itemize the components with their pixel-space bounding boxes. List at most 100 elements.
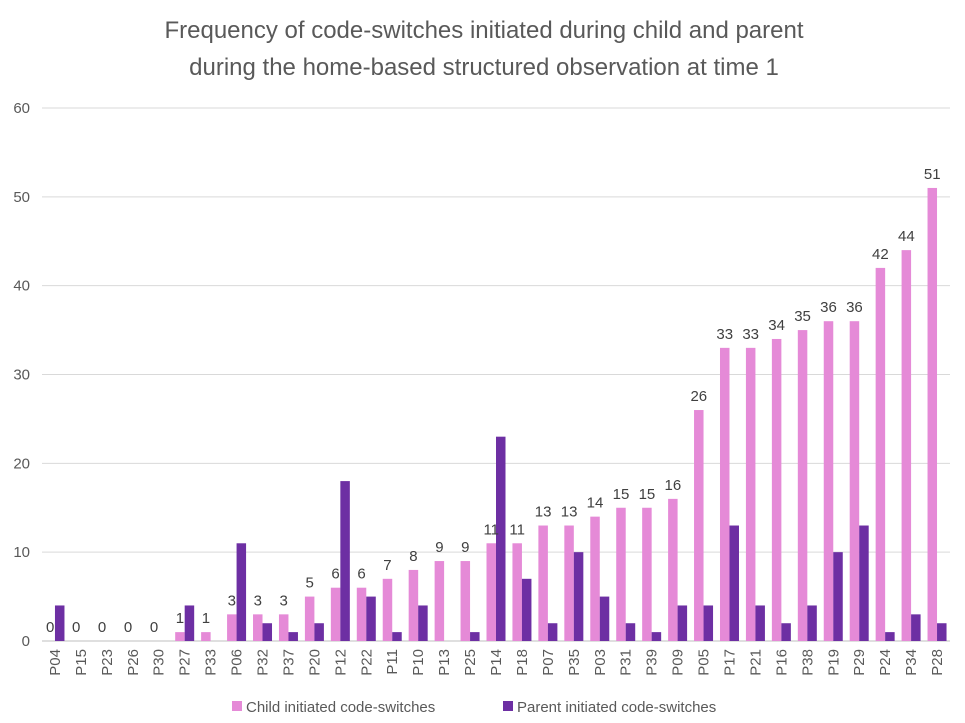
data-label-child-p33: 1 (202, 610, 210, 627)
bar-parent-p10 (418, 605, 428, 641)
bar-parent-p19 (833, 552, 843, 641)
bar-parent-p37 (288, 632, 298, 641)
data-label-child-p04: 0 (46, 619, 54, 636)
legend-swatch-child (232, 701, 242, 711)
bar-parent-p34 (911, 614, 921, 641)
bar-parent-p39 (651, 632, 662, 641)
x-tick-label: P27 (177, 649, 194, 676)
data-label-child-p28: 51 (924, 166, 941, 183)
chart-title-line-2: during the home-based structured observa… (189, 54, 779, 81)
data-label-child-p03: 14 (587, 495, 604, 512)
x-tick-label: P12 (332, 649, 349, 676)
data-label-child-p18: 11 (509, 521, 525, 538)
legend-swatch-parent (503, 701, 513, 711)
data-label-child-p12: 6 (331, 566, 339, 583)
data-label-child-p35: 13 (561, 504, 578, 521)
bar-child-p14 (486, 543, 496, 641)
bar-parent-p11 (392, 632, 402, 641)
bar-child-p06 (227, 614, 237, 641)
chart-title-line-1: Frequency of code-switches initiated dur… (164, 17, 803, 44)
bar-child-p38 (797, 330, 808, 641)
bar-parent-p16 (781, 623, 791, 641)
bar-parent-p03 (599, 596, 610, 641)
legend-label-parent: Parent initiated code-switches (517, 699, 716, 716)
bar-child-p07 (538, 525, 548, 641)
bar-child-p27 (175, 632, 185, 641)
legend-label-child: Child initiated code-switches (246, 699, 435, 716)
bar-parent-p14 (496, 436, 506, 641)
data-label-child-p20: 5 (305, 575, 313, 592)
data-label-child-p16: 34 (768, 317, 785, 334)
bar-child-p20 (304, 596, 315, 641)
data-label-child-p22: 6 (357, 566, 365, 583)
bars (54, 187, 947, 641)
chart-title: Frequency of code-switches initiated dur… (164, 17, 803, 81)
data-label-child-p32: 3 (254, 592, 262, 609)
bar-child-p28 (927, 187, 938, 641)
bar-parent-p05 (703, 605, 714, 641)
bar-child-p37 (278, 614, 289, 641)
x-tick-label: P21 (747, 649, 764, 676)
x-tick-label: P35 (566, 649, 583, 676)
x-tick-label: P17 (721, 649, 738, 676)
bar-child-p10 (408, 569, 419, 641)
bar-parent-p09 (677, 605, 688, 641)
bar-parent-p24 (885, 632, 895, 641)
y-tick-label: 10 (13, 544, 30, 561)
bar-child-p34 (901, 250, 912, 641)
data-label-child-p13: 9 (435, 539, 443, 556)
data-label-child-p39: 15 (639, 486, 656, 503)
legend: Child initiated code-switches Parent init… (232, 699, 716, 716)
bar-parent-p04 (54, 605, 65, 641)
x-tick-label: P29 (851, 649, 868, 676)
bar-parent-p31 (625, 623, 636, 641)
data-label-child-p19: 36 (820, 299, 837, 316)
y-tick-label: 50 (13, 189, 30, 206)
bar-child-p12 (330, 587, 341, 641)
x-tick-label: P31 (618, 649, 635, 676)
bar-parent-p12 (340, 481, 350, 641)
bar-child-p09 (668, 498, 678, 641)
data-label-child-p26: 0 (124, 619, 132, 636)
data-label-child-p25: 9 (461, 539, 469, 556)
y-tick-label: 30 (13, 367, 30, 384)
x-tick-label: P07 (540, 649, 557, 676)
x-tick-label: P28 (929, 649, 946, 676)
x-tick-label: P22 (358, 649, 375, 676)
x-tick-label: P26 (125, 649, 142, 676)
x-tick-label: P23 (99, 649, 116, 676)
bar-parent-p18 (521, 578, 532, 641)
x-tick-label: P04 (47, 649, 64, 676)
bar-parent-p06 (236, 543, 247, 641)
data-label-child-p24: 42 (872, 246, 889, 263)
x-tick-label: P34 (903, 649, 920, 676)
x-tick-label: P03 (592, 649, 609, 676)
bar-parent-p21 (755, 605, 765, 641)
data-label-child-p23: 0 (98, 619, 106, 636)
bar-child-p35 (564, 525, 574, 641)
bar-child-p22 (356, 587, 367, 641)
bar-parent-p07 (547, 623, 558, 641)
data-label-child-p10: 8 (409, 548, 417, 565)
bar-child-p21 (745, 347, 756, 641)
data-label-child-p17: 33 (716, 326, 733, 343)
bar-child-p32 (253, 614, 263, 641)
bar-child-p13 (434, 561, 445, 641)
bar-child-p18 (512, 543, 522, 641)
x-tick-label: P32 (255, 649, 272, 676)
y-tick-label: 40 (13, 278, 30, 295)
x-tick-label: P10 (410, 649, 427, 676)
x-tick-label: P11 (384, 649, 401, 675)
bar-parent-p27 (184, 605, 195, 641)
y-axis-ticks: 0 10 20 30 40 50 60 (13, 100, 30, 650)
data-label-child-p27: 1 (176, 610, 184, 627)
bar-child-p29 (849, 321, 860, 641)
bar-parent-p32 (262, 623, 273, 641)
data-label-child-p11: 7 (383, 557, 391, 574)
x-tick-label: P30 (151, 649, 168, 676)
bar-child-p16 (771, 338, 782, 641)
data-label-child-p38: 35 (794, 308, 811, 325)
